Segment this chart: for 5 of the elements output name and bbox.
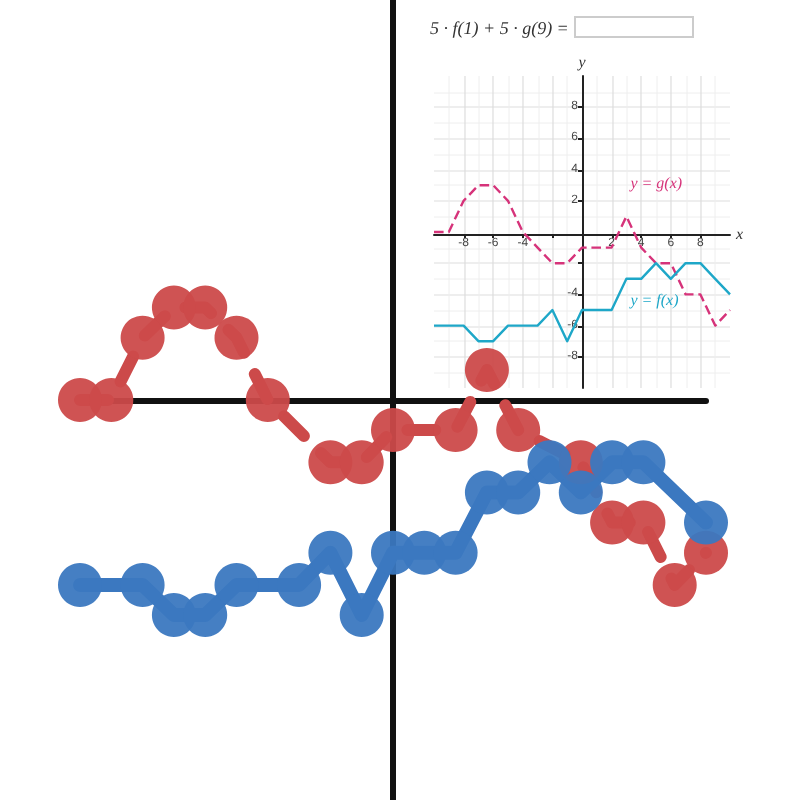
y-axis-title: y — [576, 53, 587, 71]
x-axis-title: x — [734, 225, 744, 243]
series-label: y = g(x) — [628, 173, 683, 192]
chart-title: 5 · f(1) + 5 · g(9) = — [430, 17, 569, 37]
series-label: y = f(x) — [628, 291, 680, 310]
